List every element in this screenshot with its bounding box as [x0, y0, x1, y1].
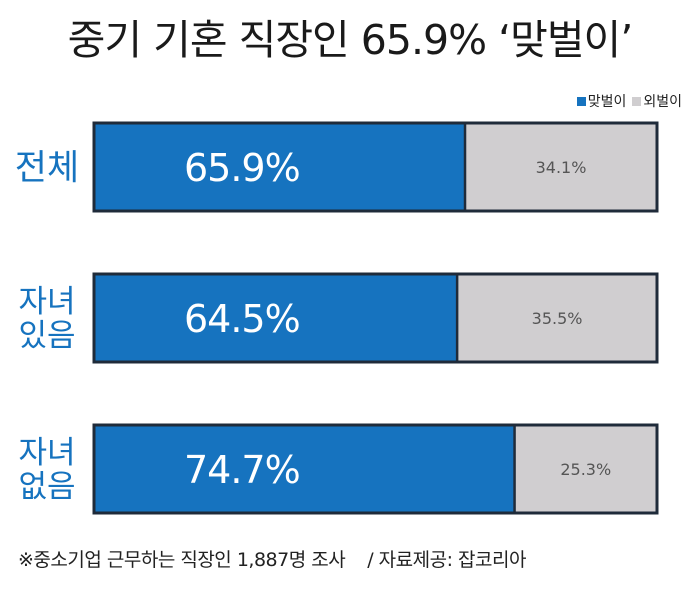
footnote-survey: ※중소기업 근무하는 직장인 1,887명 조사 [18, 549, 346, 571]
bar-outline-2 [92, 423, 659, 515]
bar-outline-1 [92, 272, 659, 364]
data-label-single-1: 35.5% [532, 309, 583, 328]
bar-dual-1 [94, 274, 458, 362]
category-label-1-0: 자녀 [18, 284, 75, 320]
legend-label-dual: 맞벌이 [587, 94, 627, 110]
legend-swatch-dual [576, 96, 586, 106]
bar-single-2 [514, 425, 657, 513]
bar-dual-0 [94, 123, 466, 211]
legend-item-dual: 맞벌이 [576, 91, 627, 111]
bar-single-1 [457, 274, 657, 362]
footnote: ※중소기업 근무하는 직장인 1,887명 조사 / 자료제공: 잡코리아 [18, 545, 526, 572]
category-label-0-0: 전체 [15, 149, 79, 189]
chart-title: 중기 기혼 직장인 65.9% ‘맞벌이’ [67, 16, 634, 64]
legend: 맞벌이 외벌이 [576, 91, 682, 111]
bar-outline-0 [92, 121, 659, 213]
category-label-2-1: 없음 [18, 469, 75, 505]
legend-label-single: 외벌이 [643, 94, 682, 110]
data-label-dual-1: 64.5% [184, 297, 300, 341]
data-label-single-0: 34.1% [536, 158, 587, 177]
legend-item-single: 외벌이 [632, 91, 682, 111]
data-label-dual-0: 65.9% [184, 146, 300, 190]
footnote-source: / 자료제공: 잡코리아 [367, 549, 526, 571]
data-label-dual-2: 74.7% [184, 448, 300, 492]
data-label-single-2: 25.3% [560, 460, 611, 479]
category-label-2-0: 자녀 [18, 435, 75, 471]
bar-dual-2 [94, 425, 515, 513]
legend-swatch-single [632, 96, 642, 106]
category-label-1-1: 있음 [18, 318, 75, 354]
bar-single-0 [465, 123, 657, 211]
